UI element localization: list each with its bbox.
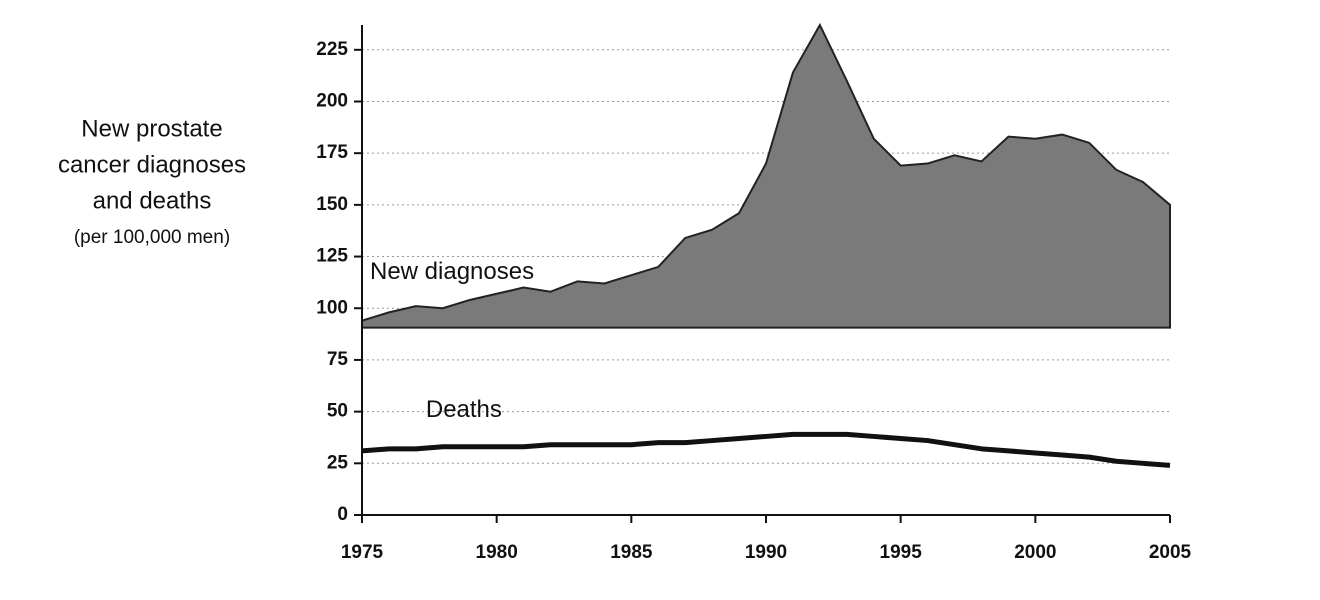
series-label: Deaths [426, 396, 502, 423]
y-tick-label: 175 [316, 142, 348, 163]
y-tick-label: 0 [337, 504, 348, 525]
y-tick-label: 200 [316, 91, 348, 112]
y-tick-label: 25 [327, 452, 349, 473]
x-tick-label: 2000 [1014, 542, 1056, 563]
series-label: New diagnoses [370, 258, 534, 285]
x-tick-label: 2005 [1149, 542, 1192, 563]
y-tick-label: 100 [316, 297, 348, 318]
y-tick-label: 150 [316, 194, 348, 215]
x-tick-label: 1995 [880, 542, 923, 563]
x-tick-label: 1975 [341, 542, 384, 563]
y-tick-label: 125 [316, 246, 348, 267]
y-axis-unit: (per 100,000 men) [74, 227, 230, 248]
y-tick-label: 75 [327, 349, 349, 370]
y-tick-label: 225 [316, 39, 348, 60]
line [361, 431, 1171, 468]
y-axis-label: and deaths [93, 187, 212, 214]
y-tick-label: 50 [327, 401, 348, 422]
x-tick-label: 1990 [745, 542, 787, 563]
x-tick-label: 1985 [610, 542, 653, 563]
area [361, 22, 1171, 329]
x-tick-label: 1980 [476, 542, 518, 563]
y-axis-label: cancer diagnoses [58, 151, 246, 178]
y-axis-label: New prostate [81, 115, 222, 142]
